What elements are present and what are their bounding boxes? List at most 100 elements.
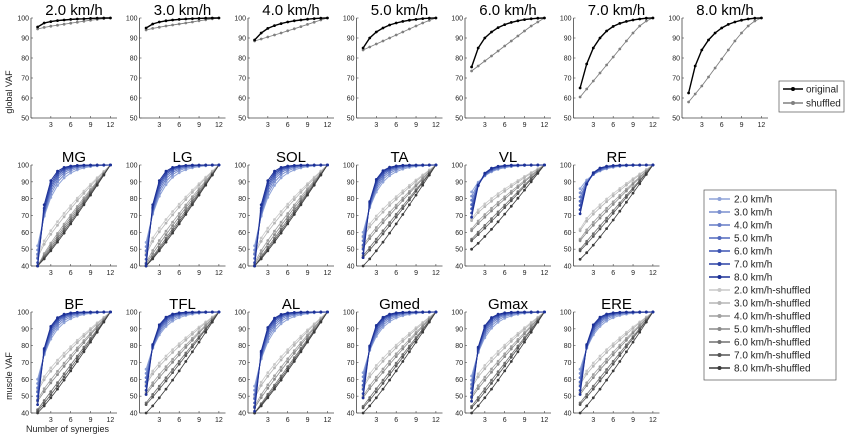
shuffled-speed-line-point: [401, 355, 405, 359]
shuffled-speed-line-point: [516, 346, 520, 350]
global-panel: 50 60 70 80 90 100 3 6 9 12 8.0 km/h: [668, 2, 768, 129]
shuffled-speed-line-point: [171, 210, 175, 213]
shuffled-speed-line-point: [102, 173, 106, 177]
shuffled-speed-line: [362, 164, 437, 247]
shuffled-speed-line: [254, 311, 328, 409]
shuffled-speed-line-point: [483, 235, 487, 238]
shuffled-speed-line-point: [259, 393, 263, 396]
panel-title: Gmax: [488, 296, 529, 313]
shuffled-speed-line-point: [509, 360, 513, 363]
x-tick-label: 6: [69, 270, 73, 277]
shuffled-speed-line-point: [591, 373, 595, 376]
shuffled-speed-line-point: [259, 380, 263, 384]
shuffled-speed-line-point: [259, 240, 263, 243]
speed-line-point: [279, 166, 283, 169]
x-tick-label: 6: [69, 417, 73, 424]
legend-label: 4.0 km/h: [734, 221, 772, 232]
speed-line-point: [394, 164, 398, 168]
original-line-point: [408, 18, 411, 22]
shuffled-speed-line-point: [611, 209, 615, 213]
shuffled-speed-line: [37, 164, 111, 258]
speed-line-point: [408, 163, 411, 167]
original-line-point: [746, 17, 750, 21]
shuffled-speed-line: [579, 164, 654, 252]
y-tick-label: 100: [343, 310, 355, 317]
shuffled-speed-line-point: [368, 375, 372, 379]
speed-line-point: [157, 323, 161, 327]
y-tick-label: 90: [21, 326, 29, 333]
shuffled-speed-line-point: [578, 257, 582, 261]
speed-line-point: [631, 163, 635, 167]
speed-line-point: [191, 310, 194, 314]
shuffled-speed-line-point: [197, 331, 201, 335]
speed-line: [579, 311, 653, 395]
speed-line-point: [177, 311, 181, 315]
shuffled-speed-line-point: [625, 332, 628, 336]
y-tick-label: 100: [451, 163, 463, 170]
shuffled-speed-line-point: [374, 240, 378, 244]
y-tick-label: 80: [564, 196, 572, 203]
shuffled-speed-line-point: [374, 367, 378, 371]
shuffled-speed-line-point: [585, 384, 589, 387]
x-tick-label: 3: [266, 417, 270, 424]
shuffled-speed-line-point: [490, 387, 493, 391]
shuffled-speed-line-point: [69, 222, 73, 226]
shuffled-speed-line-point: [638, 182, 642, 186]
shuffled-speed-line-point: [401, 337, 405, 341]
shuffled-speed-line-point: [618, 354, 622, 357]
shuffled-speed-line-point: [591, 376, 595, 379]
shuffled-speed-line-point: [381, 382, 385, 385]
shuffled-speed-line-point: [319, 320, 323, 324]
y-tick-label: 50: [455, 116, 463, 123]
shuffled-speed-line-point: [401, 189, 405, 193]
y-tick-label: 40: [455, 411, 463, 418]
original-line-point: [591, 46, 595, 50]
shuffled-speed-line-point: [490, 217, 493, 221]
x-tick-label: 3: [591, 417, 595, 424]
shuffled-speed-line-point: [69, 213, 73, 217]
shuffled-speed-line-point: [266, 226, 270, 230]
panels-group: 50 60 70 80 90 100 3 6 9 12 2.0 km/h 50 60 70 80 90 100 3…: [17, 2, 768, 424]
speed-line-point: [388, 312, 391, 316]
shuffled-speed-line-point: [598, 203, 602, 207]
shuffled-speed-line-point: [509, 204, 513, 208]
shuffled-speed-line-point: [476, 230, 480, 234]
y-tick-label: 60: [130, 96, 138, 103]
speed-line-point: [157, 179, 161, 183]
shuffled-speed-line-point: [191, 203, 194, 207]
shuffled-speed-line-point: [75, 196, 79, 200]
shuffled-speed-line: [362, 311, 437, 414]
speed-line-point: [306, 163, 309, 167]
shuffled-speed-line-point: [578, 249, 582, 253]
y-tick-label: 50: [347, 394, 355, 401]
speed-line-point: [605, 164, 608, 168]
shuffled-speed-line-point: [69, 347, 73, 351]
speed-line-point: [171, 175, 175, 179]
shuffled-speed-line-point: [490, 370, 493, 374]
legend-swatch-marker: [717, 353, 722, 357]
original-line-point: [109, 16, 112, 20]
original-line-point: [509, 21, 513, 24]
shuffled-speed-line: [362, 164, 437, 257]
shuffled-speed-line-point: [374, 214, 378, 218]
shuffled-speed-line-point: [381, 378, 385, 382]
shuffled-speed-line-point: [151, 236, 155, 240]
shuffled-speed-line-point: [598, 206, 602, 210]
speed-line-point: [95, 310, 99, 314]
shuffled-speed-line-point: [266, 242, 270, 246]
speed-line-point: [523, 310, 526, 314]
shuffled-speed-line-point: [394, 369, 398, 373]
shuffled-speed-line-point: [157, 249, 161, 253]
speed-line-point: [578, 393, 582, 396]
x-tick-label: 3: [483, 270, 487, 277]
shuffled-speed-line-point: [523, 337, 526, 341]
x-tick-label: 6: [611, 270, 615, 277]
shuffled-speed-line-point: [36, 411, 39, 415]
speed-line-point: [56, 327, 59, 331]
speed-line-point: [625, 310, 628, 314]
speed-line-point: [184, 164, 188, 167]
speed-line-point: [62, 176, 66, 180]
speed-line: [579, 164, 653, 202]
speed-line-point: [312, 163, 316, 167]
shuffled-speed-line-point: [157, 361, 161, 365]
